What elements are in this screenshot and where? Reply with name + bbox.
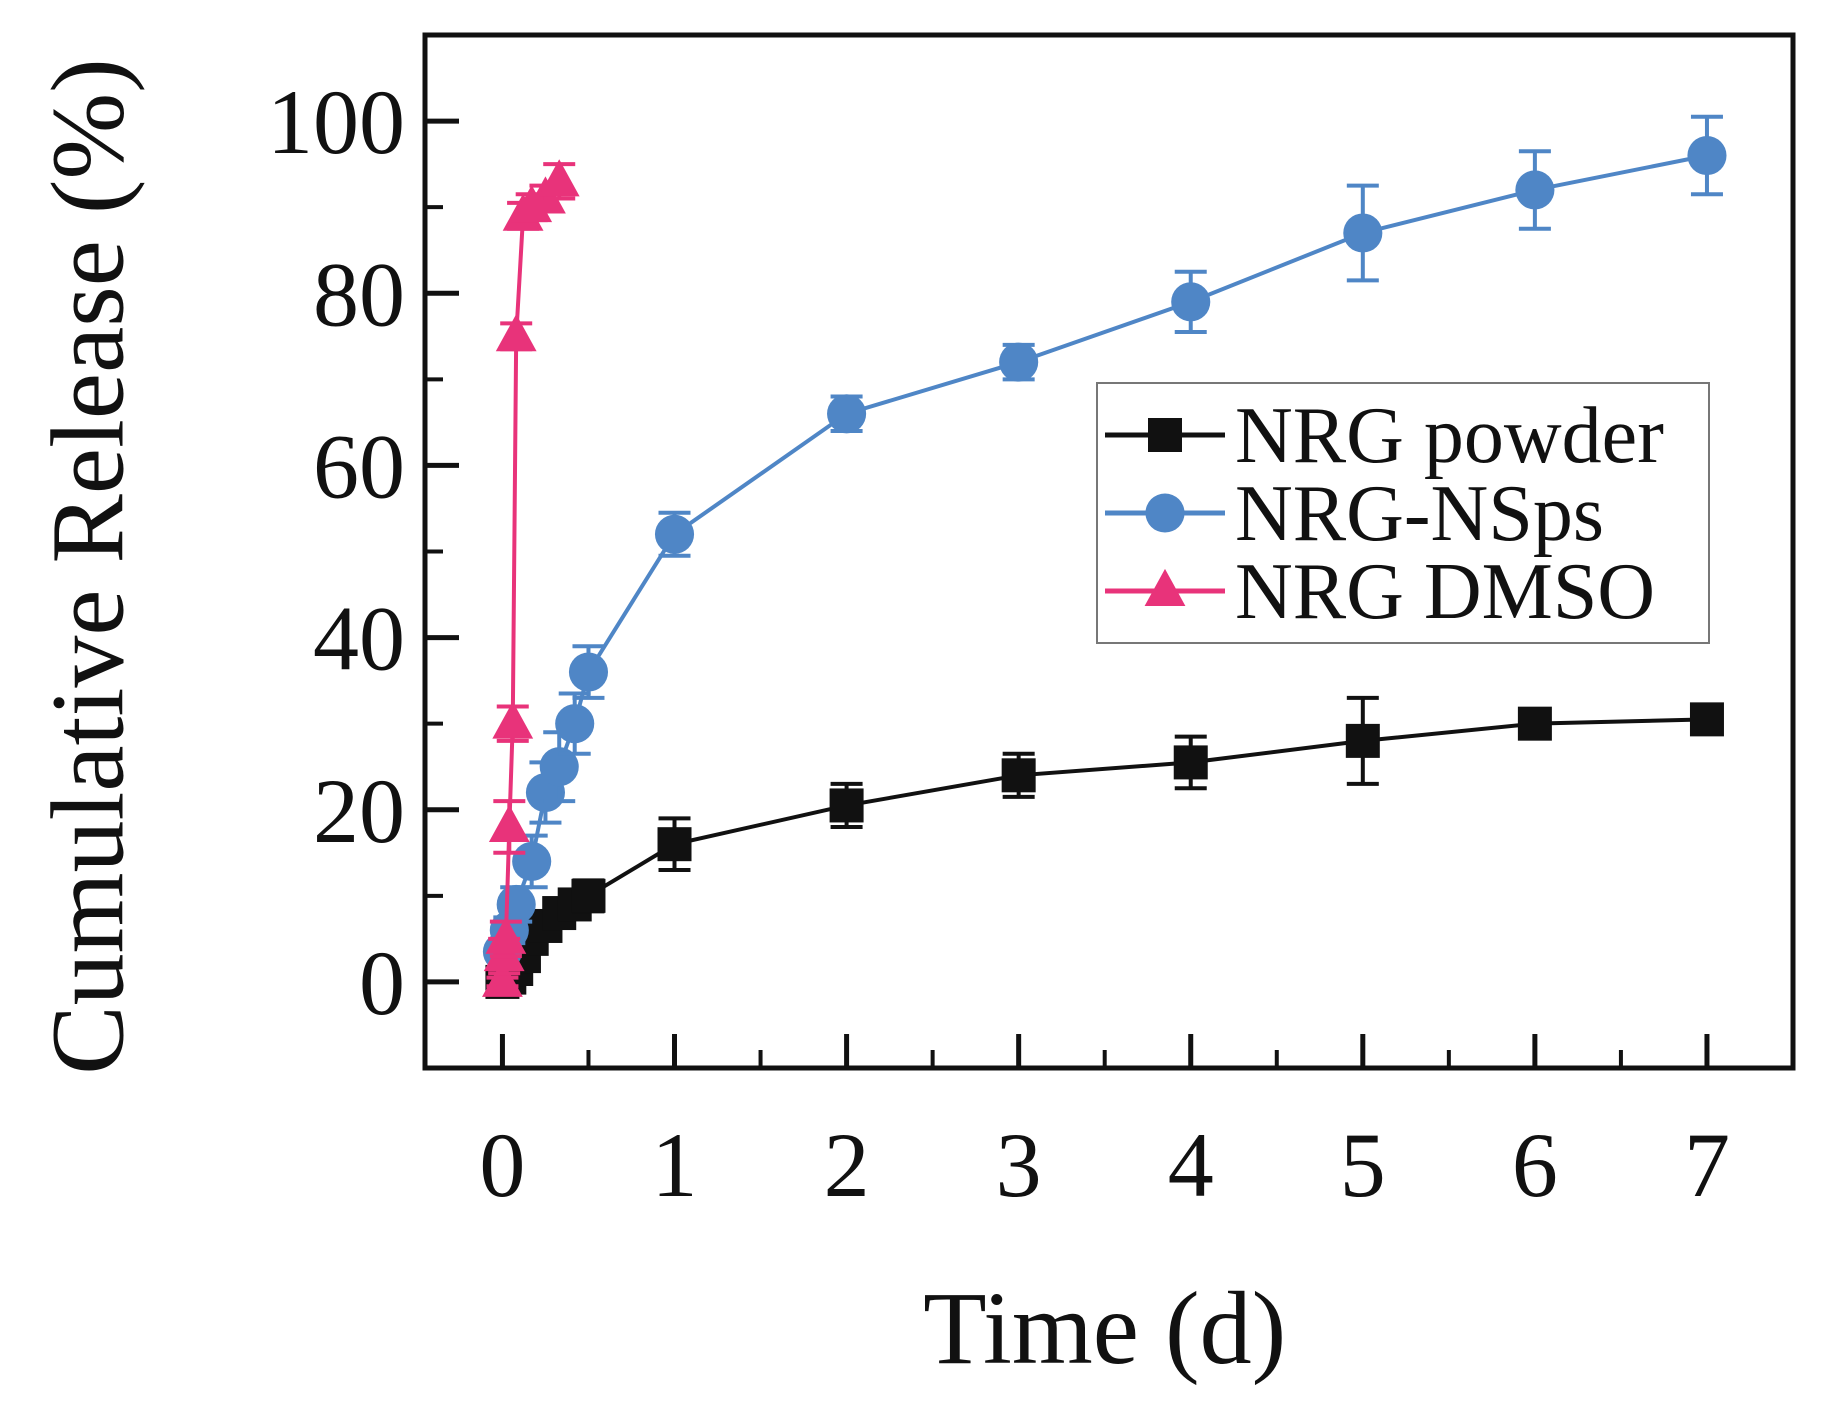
x-tick-label: 4 bbox=[1168, 1114, 1214, 1216]
axes-layer: 0 20 40 60 80 100 0 1 2 3 4 5 6 7 bbox=[267, 71, 1730, 1216]
data-point bbox=[512, 841, 552, 881]
series-nrg-dmso bbox=[482, 159, 580, 997]
y-tick-label: 100 bbox=[267, 71, 405, 173]
y-tick-label: 60 bbox=[313, 415, 405, 517]
data-point bbox=[657, 827, 692, 862]
legend-marker bbox=[1144, 568, 1186, 606]
y-tick-label: 80 bbox=[313, 243, 405, 345]
data-point bbox=[538, 159, 580, 197]
data-point bbox=[488, 804, 530, 842]
x-tick-label: 2 bbox=[824, 1114, 870, 1216]
data-point bbox=[1689, 702, 1724, 737]
data-point bbox=[1687, 135, 1727, 176]
y-tick-label: 0 bbox=[359, 932, 405, 1034]
data-point bbox=[495, 314, 537, 352]
x-axis-title: Time (d) bbox=[923, 1271, 1286, 1386]
data-point bbox=[1001, 758, 1036, 793]
legend-marker bbox=[1145, 493, 1185, 533]
y-tick-label: 20 bbox=[313, 760, 405, 862]
y-axis-title: Cumulative Release (%) bbox=[31, 58, 146, 1075]
legend-item: NRG-NSps bbox=[1105, 470, 1604, 558]
legend-item: NRG DMSO bbox=[1105, 548, 1655, 636]
data-point bbox=[555, 704, 595, 744]
data-point bbox=[571, 878, 606, 913]
data-point bbox=[999, 342, 1039, 382]
data-point bbox=[829, 788, 864, 823]
data-point bbox=[1515, 170, 1555, 210]
x-tick-label: 1 bbox=[652, 1114, 698, 1216]
data-point bbox=[485, 916, 527, 954]
data-point bbox=[568, 652, 609, 692]
data-point bbox=[827, 394, 867, 434]
data-point bbox=[496, 884, 536, 924]
data-point bbox=[492, 701, 534, 739]
series-layer bbox=[482, 114, 1727, 999]
data-point bbox=[539, 747, 579, 787]
data-point bbox=[1517, 706, 1552, 741]
data-point bbox=[1345, 723, 1380, 758]
x-tick-label: 3 bbox=[996, 1114, 1042, 1216]
data-point bbox=[1343, 213, 1383, 253]
legend-marker bbox=[1148, 418, 1182, 452]
x-tick-label: 7 bbox=[1684, 1114, 1730, 1216]
data-point bbox=[482, 959, 523, 997]
legend-label: NRG-NSps bbox=[1235, 470, 1604, 558]
x-tick-label: 0 bbox=[479, 1114, 525, 1216]
legend-label: NRG powder bbox=[1235, 392, 1664, 480]
data-point bbox=[1171, 282, 1211, 322]
x-tick-label: 5 bbox=[1340, 1114, 1386, 1216]
y-tick-label: 40 bbox=[313, 588, 405, 690]
data-point bbox=[654, 514, 695, 554]
legend-item: NRG powder bbox=[1105, 392, 1664, 480]
x-tick-label: 6 bbox=[1512, 1114, 1558, 1216]
legend-label: NRG DMSO bbox=[1235, 548, 1655, 636]
series-nrg-powder bbox=[485, 695, 1724, 999]
series-nrg-nsps bbox=[482, 114, 1727, 972]
data-point bbox=[1173, 745, 1208, 780]
